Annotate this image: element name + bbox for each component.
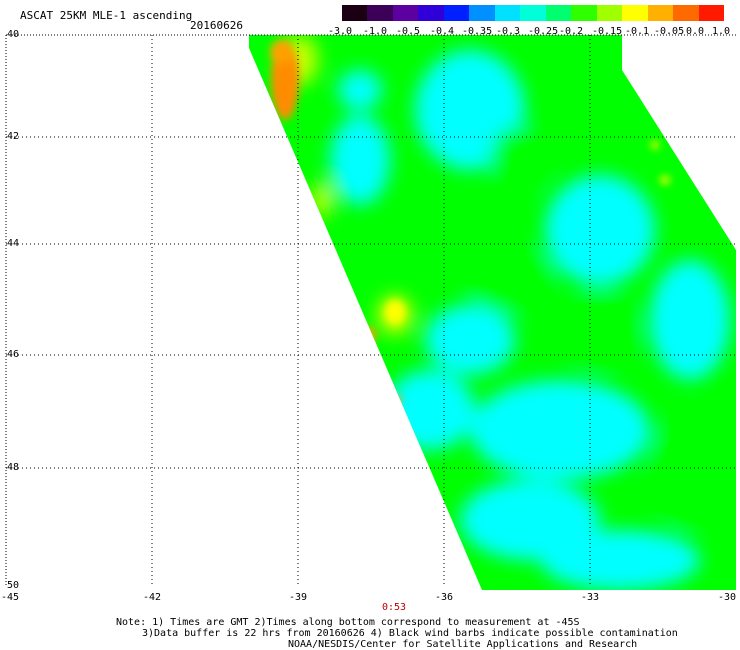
pass-time-label: 0:53 [382, 602, 407, 613]
colorbar-swatch [698, 5, 725, 21]
map-frame [5, 34, 736, 586]
colorbar-swatch [342, 5, 368, 21]
lat-label-48: 48 [7, 462, 20, 473]
colorbar-label: -0.15 [592, 26, 623, 37]
colorbar-swatch [647, 5, 674, 21]
colorbar-label: -0.5 [396, 26, 421, 37]
lon-label-42: -42 [143, 592, 162, 603]
colorbar-label: -0.25 [528, 26, 559, 37]
colorbar-swatch [494, 5, 521, 21]
colorbar-swatch [571, 5, 597, 21]
colorbar-label: 0.0 [686, 26, 705, 37]
colorbar-swatch [596, 5, 623, 21]
colorbar-label: -3.0 [328, 26, 353, 37]
lat-label-44: 44 [7, 238, 20, 249]
colorbar-label: -0.05 [654, 26, 685, 37]
lon-label-30: -30 [718, 592, 737, 603]
lat-label-40: 40 [7, 29, 20, 40]
map-title: ASCAT 25KM MLE-1 ascending [20, 9, 193, 22]
colorbar-swatch [443, 5, 470, 21]
colorbar-label: -0.35 [462, 26, 493, 37]
lon-label-33: -33 [581, 592, 600, 603]
colorbar-label: -0.2 [559, 26, 584, 37]
colorbar-label: -0.1 [625, 26, 650, 37]
wind-swath [249, 35, 736, 590]
lat-label-46: 46 [7, 349, 20, 360]
colorbar-swatch [673, 5, 699, 21]
colorbar [342, 5, 725, 21]
note-line-1: Note: 1) Times are GMT 2)Times along bot… [116, 617, 580, 628]
lat-label-42: 42 [7, 131, 20, 142]
note-line-2: 3)Data buffer is 22 hrs from 20160626 4)… [142, 628, 678, 639]
colorbar-swatch [545, 5, 572, 21]
colorbar-swatch [520, 5, 546, 21]
colorbar-label: 1.0 [712, 26, 731, 37]
colorbar-labels: -3.0 -1.0 -0.5 -0.4 -0.35 -0.3 -0.25 -0.2 -0.15-… [0, 26, 740, 38]
note-line-3: NOAA/NESDIS/Center for Satellite Applica… [288, 639, 638, 650]
swath-field [282, 35, 730, 590]
colorbar-swatch [469, 5, 495, 21]
colorbar-swatch [367, 5, 393, 21]
colorbar-label: -0.4 [430, 26, 455, 37]
colorbar-label: -0.3 [496, 26, 521, 37]
colorbar-swatch [392, 5, 419, 21]
colorbar-swatch [418, 5, 444, 21]
colorbar-label: -1.0 [363, 26, 388, 37]
colorbar-swatch [622, 5, 648, 21]
lon-label-39: -39 [289, 592, 308, 603]
lon-label-36: -36 [435, 592, 454, 603]
lat-label-50: 50 [7, 580, 20, 591]
map-date: 20160626 [190, 19, 243, 32]
lon-label-45: -45 [1, 592, 20, 603]
graticule [6, 35, 736, 586]
